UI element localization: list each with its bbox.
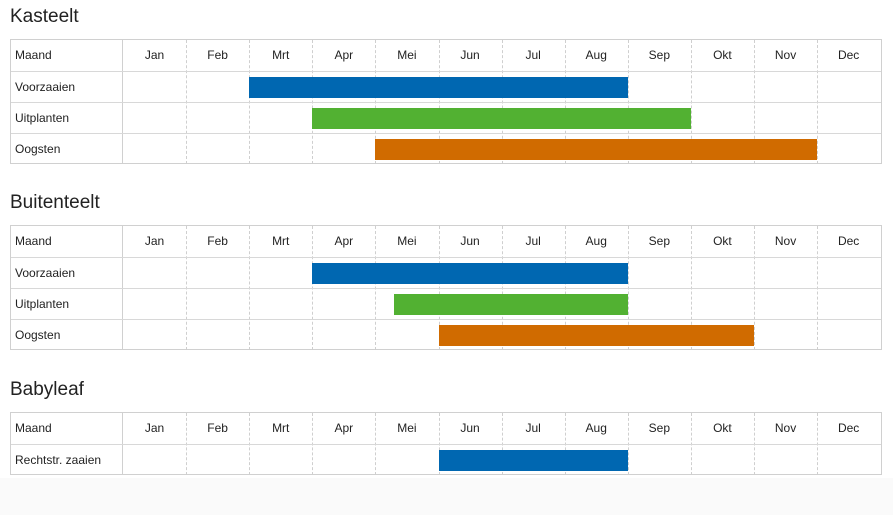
task-label: Oogsten <box>11 134 123 164</box>
month-label: Okt <box>713 48 732 62</box>
task-label: Uitplanten <box>11 103 123 133</box>
month-header-row: Maand Jan Feb Mrt Apr Mei Jun Jul Aug Sep Okt Nov De… <box>11 226 881 257</box>
task-row: Oogsten <box>11 133 881 164</box>
task-label: Uitplanten <box>11 289 123 319</box>
header-label: Maand <box>11 413 123 444</box>
month-label: Feb <box>207 421 228 435</box>
task-bar <box>249 77 628 98</box>
task-bar <box>375 139 818 160</box>
month-label: Apr <box>334 234 354 248</box>
task-label: Oogsten <box>11 320 123 350</box>
task-label: Rechtstr. zaaien <box>11 445 123 475</box>
task-row: Voorzaaien <box>11 257 881 288</box>
month-label: Dec <box>837 48 860 62</box>
task-row: Voorzaaien <box>11 71 881 102</box>
month-label: Nov <box>774 234 797 248</box>
month-label: Jun <box>460 234 480 248</box>
task-bar <box>312 108 691 129</box>
task-row: Rechtstr. zaaien <box>11 444 881 475</box>
month-label: Aug <box>585 234 607 248</box>
schedule-grid: Maand Jan Feb Mrt Apr Mei Jun Jul Aug Sep Okt Nov De… <box>10 225 882 350</box>
month-label: Mrt <box>272 421 290 435</box>
schedule-grid: Maand Jan Feb Mrt Apr Mei Jun Jul Aug Sep Okt Nov De… <box>10 39 882 164</box>
month-label: Sep <box>648 421 671 435</box>
schedule-grid: Maand Jan Feb Mrt Apr Mei Jun Jul Aug Sep Okt Nov De… <box>10 412 882 475</box>
month-header-row: Maand Jan Feb Mrt Apr Mei Jun Jul Aug Sep Okt Nov De… <box>11 413 881 444</box>
month-label: Okt <box>713 234 732 248</box>
month-label: Jan <box>144 421 165 435</box>
month-label: Mei <box>397 48 417 62</box>
task-row: Uitplanten <box>11 288 881 319</box>
header-label: Maand <box>11 226 123 257</box>
month-label: Mei <box>397 421 417 435</box>
month-label: Feb <box>207 48 228 62</box>
month-header-row: Maand Jan Feb Mrt Apr Mei Jun Jul Aug Sep Okt Nov De… <box>11 40 881 71</box>
month-label: Apr <box>334 421 354 435</box>
header-label: Maand <box>11 40 123 71</box>
task-label: Voorzaaien <box>11 258 123 288</box>
task-label: Voorzaaien <box>11 72 123 102</box>
month-label: Dec <box>837 234 860 248</box>
task-bar <box>438 325 754 346</box>
month-label: Feb <box>207 234 228 248</box>
task-bar <box>312 263 628 284</box>
month-label: Aug <box>585 421 607 435</box>
month-label: Jun <box>460 421 480 435</box>
section-title: Buitenteelt <box>10 192 100 213</box>
month-label: Mrt <box>272 48 290 62</box>
month-label: Jul <box>525 421 541 435</box>
month-label: Mrt <box>272 234 290 248</box>
month-label: Jan <box>144 234 165 248</box>
month-label: Dec <box>837 421 860 435</box>
task-bar <box>394 294 628 315</box>
section-title: Babyleaf <box>10 379 84 400</box>
month-label: Jun <box>460 48 480 62</box>
month-label: Jan <box>144 48 165 62</box>
month-label: Jul <box>525 48 541 62</box>
month-label: Mei <box>397 234 417 248</box>
month-label: Okt <box>713 421 732 435</box>
section-title: Kasteelt <box>10 6 79 27</box>
month-label: Apr <box>334 48 354 62</box>
month-label: Jul <box>525 234 541 248</box>
month-label: Sep <box>648 48 671 62</box>
month-label: Sep <box>648 234 671 248</box>
page-footer-area <box>0 478 893 515</box>
task-row: Oogsten <box>11 319 881 350</box>
month-label: Nov <box>774 421 797 435</box>
task-row: Uitplanten <box>11 102 881 133</box>
task-bar <box>438 450 628 471</box>
month-label: Nov <box>774 48 797 62</box>
month-label: Aug <box>585 48 607 62</box>
